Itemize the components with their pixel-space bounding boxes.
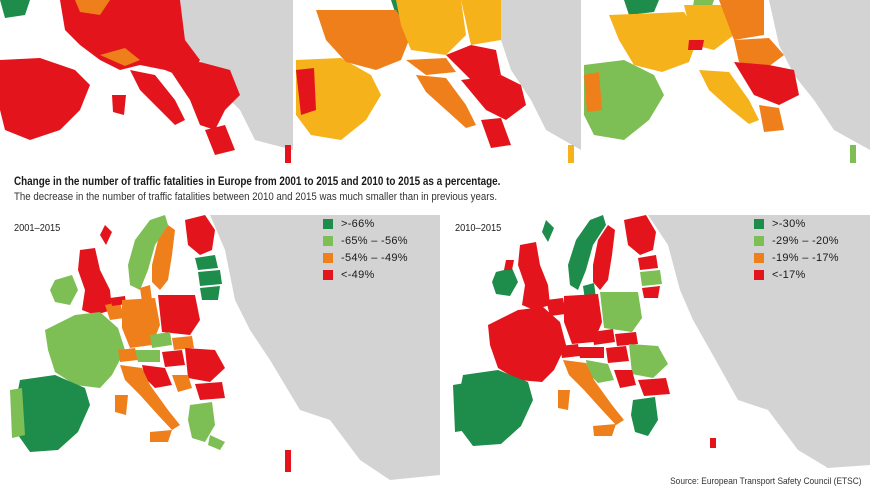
legend-swatch (323, 252, 333, 263)
legend-item: -54% – -49% (323, 249, 408, 266)
region-greece (631, 397, 658, 436)
legend-swatch (754, 235, 764, 246)
region-finland (185, 215, 215, 255)
legend-item: -19% – -17% (754, 249, 839, 266)
legend-item: -65% – -56% (323, 232, 408, 249)
map-period-label: 2001–2015 (14, 222, 61, 234)
top-map-left (0, 0, 295, 168)
region-latvia (198, 270, 222, 286)
legend-swatch (754, 252, 764, 263)
legend-label: -65% – -56% (341, 234, 408, 247)
region-portugal (10, 388, 25, 438)
legend-swatch (323, 235, 333, 246)
legend-swatch (754, 269, 764, 280)
legend-2010-2015: >-30% -29% – -20% -19% – -17% <-17% (754, 215, 839, 283)
legend-item: >-66% (323, 215, 408, 232)
region-france (488, 307, 566, 382)
region-norway (128, 215, 168, 290)
region-uk (518, 242, 550, 310)
legend-swatch (323, 218, 333, 229)
legend-item: <-17% (754, 266, 839, 283)
caption-subtitle: The decrease in the number of traffic fa… (14, 191, 498, 203)
legend-2001-2015: >-66% -65% – -56% -54% – -49% <-49% (323, 215, 408, 283)
legend-item: <-49% (323, 266, 408, 283)
region-poland (600, 292, 642, 332)
region-spain (458, 370, 533, 446)
legend-item: >-30% (754, 215, 839, 232)
region-romania (629, 344, 668, 378)
legend-item: -29% – -20% (754, 232, 839, 249)
region-italy (563, 360, 624, 425)
region-estonia (195, 255, 218, 270)
source-note: Source: European Transport Safety Counci… (670, 476, 862, 487)
legend-label: <-17% (772, 268, 806, 281)
legend-swatch (754, 218, 764, 229)
top-map-middle (296, 0, 581, 168)
map-period-label: 2010–2015 (455, 222, 502, 234)
map-2010-2015 (448, 210, 870, 472)
region-ireland (492, 268, 518, 296)
legend-swatch (323, 269, 333, 280)
region-denmark (140, 285, 152, 302)
region-sweden (593, 225, 615, 290)
legend-label: <-49% (341, 268, 375, 281)
legend-label: >-30% (772, 217, 806, 230)
region-finland (624, 215, 656, 255)
caption-title: Change in the number of traffic fataliti… (14, 176, 501, 188)
region-romania (185, 348, 225, 382)
legend-label: -29% – -20% (772, 234, 839, 247)
region-greece (188, 402, 215, 442)
region-germany (564, 294, 602, 344)
region-italy (120, 365, 180, 430)
region-sweden (152, 225, 175, 290)
region-poland (158, 295, 200, 335)
region-lithuania (200, 286, 220, 300)
legend-label: >-66% (341, 217, 375, 230)
region-ireland (50, 275, 78, 305)
region-uk (78, 248, 112, 315)
region-france (45, 312, 125, 388)
legend-label: -54% – -49% (341, 251, 408, 264)
top-map-right (584, 0, 870, 168)
region-norway (568, 215, 606, 290)
map-2001-2015 (0, 210, 440, 490)
legend-label: -19% – -17% (772, 251, 839, 264)
region-spain (15, 375, 90, 452)
